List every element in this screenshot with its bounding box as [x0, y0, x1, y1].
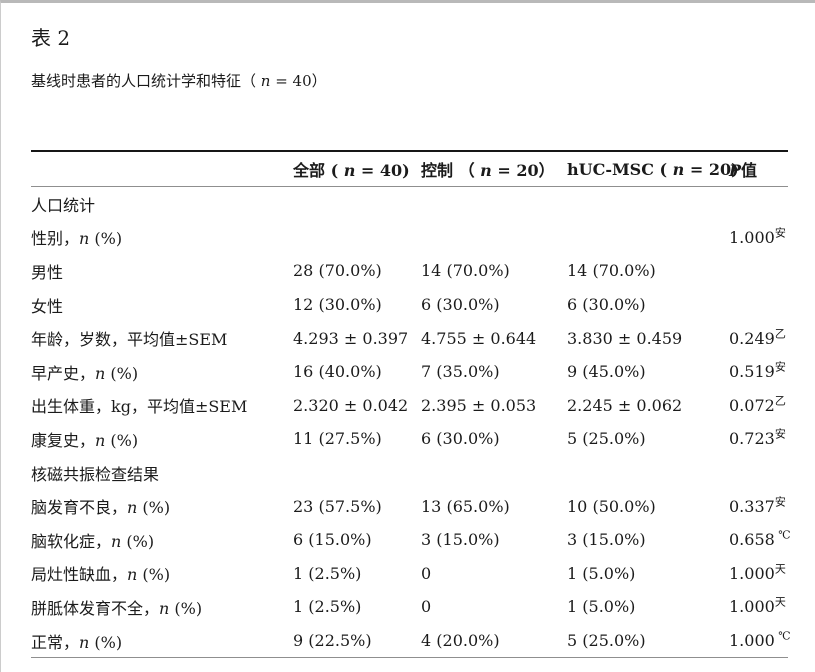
cell-pvalue: 1.000天: [729, 562, 786, 583]
cell-hucmsc: 5 (25.0%): [567, 623, 729, 659]
table-row: 脑发育不良，n (%) 23 (57.5%) 13 (65.0%) 10 (50.0%…: [31, 489, 788, 523]
row-label: 出生体重，kg，平均值±SEM: [31, 397, 248, 417]
row-label-spanning: 性别，n (%): [31, 229, 123, 249]
table-caption: 基线时患者的人口统计学和特征（ n = 40）: [31, 72, 327, 90]
cell-control: 4 (20.0%): [421, 623, 567, 659]
cell-control: 0: [421, 597, 432, 617]
pvalue-superscript: ℃: [774, 528, 791, 542]
cell-hucmsc: 14 (70.0%): [567, 261, 656, 281]
column-header-1: 全部 ( n = 40): [293, 150, 421, 187]
section-header: 核磁共振检查结果: [31, 464, 160, 484]
row-label: 年龄，岁数，平均值±SEM: [31, 330, 228, 350]
pvalue-superscript: 安: [774, 226, 786, 240]
cell-hucmsc: 1 (5.0%): [567, 597, 636, 617]
table-row: 女性 12 (30.0%) 6 (30.0%) 6 (30.0%): [31, 288, 788, 322]
cell-control: 6 (30.0%): [421, 295, 500, 315]
row-label: 脑发育不良，n (%): [31, 498, 171, 518]
pvalue-superscript: 安: [774, 360, 786, 374]
pvalue-superscript: 乙: [774, 327, 786, 341]
table-row: 正常，n (%) 9 (22.5%) 4 (20.0%) 5 (25.0%) 1.000…: [31, 623, 791, 659]
cell-hucmsc: 3.830 ± 0.459: [567, 328, 683, 348]
table-row: 年龄，岁数，平均值±SEM 4.293 ± 0.397 4.755 ± 0.644 3…: [31, 321, 788, 355]
cell-hucmsc: 2.245 ± 0.062: [567, 395, 683, 415]
cell-pvalue: 0.337安: [729, 495, 786, 516]
table-row: 人口统计: [31, 187, 788, 221]
pvalue-superscript: 天: [774, 562, 786, 576]
pvalue-superscript: 安: [774, 495, 786, 509]
row-label: 康复史，n (%): [31, 430, 139, 450]
cell-all: 12 (30.0%): [293, 295, 382, 315]
table-row: 出生体重，kg，平均值±SEM 2.320 ± 0.042 2.395 ± 0.05…: [31, 389, 788, 423]
cell-pvalue: 0.723安: [729, 428, 786, 449]
cell-hucmsc: 3 (15.0%): [567, 530, 646, 550]
cell-control: 3 (15.0%): [421, 530, 500, 550]
table-body: 人口统计性别，n (%) 1.000安男性 28 (70.0%) 14 (70.0%)…: [31, 187, 791, 659]
cell-all: 1 (2.5%): [293, 563, 362, 583]
table-row: 早产史，n (%) 16 (40.0%) 7 (35.0%) 9 (45.0%) 0.5…: [31, 355, 788, 389]
cell-hucmsc: 10 (50.0%): [567, 496, 656, 516]
table-row: 核磁共振检查结果: [31, 456, 788, 490]
row-label: 脑软化症，n (%): [31, 531, 155, 551]
cell-control: 2.395 ± 0.053: [421, 395, 537, 415]
header-row: 全部 ( n = 40) 控制 （ n = 20） hUC-MSC ( n = 20…: [31, 150, 788, 187]
cell-all: 23 (57.5%): [293, 496, 382, 516]
column-header-2: 控制 （ n = 20）: [421, 150, 567, 187]
row-label: 胼胝体发育不全，n (%): [31, 598, 203, 618]
cell-all: 16 (40.0%): [293, 362, 382, 382]
cell-pvalue: 0.249乙: [729, 327, 786, 348]
table-row: 康复史，n (%) 11 (27.5%) 6 (30.0%) 5 (25.0%) 0.7…: [31, 422, 788, 456]
column-header-4: P值: [729, 150, 788, 187]
row-label: 正常，n (%): [31, 623, 293, 659]
cell-hucmsc: 9 (45.0%): [567, 362, 646, 382]
row-label: 女性: [31, 296, 64, 316]
column-header-0: [31, 150, 293, 187]
pvalue-superscript: ℃: [774, 629, 791, 643]
cell-control: 14 (70.0%): [421, 261, 510, 281]
cell-pvalue: 1.000安: [729, 226, 786, 247]
row-label: 早产史，n (%): [31, 363, 139, 383]
cell-hucmsc: 1 (5.0%): [567, 563, 636, 583]
cell-all: 28 (70.0%): [293, 261, 382, 281]
cell-all: 6 (15.0%): [293, 530, 372, 550]
table-row: 男性 28 (70.0%) 14 (70.0%) 14 (70.0%): [31, 254, 788, 288]
baseline-characteristics-table: 全部 ( n = 40) 控制 （ n = 20） hUC-MSC ( n = 20…: [31, 150, 791, 659]
cell-all: 4.293 ± 0.397: [293, 328, 409, 348]
cell-all: 9 (22.5%): [293, 623, 421, 659]
table-header: 全部 ( n = 40) 控制 （ n = 20） hUC-MSC ( n = 20…: [31, 150, 788, 187]
pvalue-superscript: 安: [774, 428, 786, 442]
cell-hucmsc: 5 (25.0%): [567, 429, 646, 449]
column-header-3: hUC-MSC ( n = 20): [567, 150, 739, 187]
cell-pvalue: 0.658 ℃: [729, 528, 791, 550]
cell-control: 13 (65.0%): [421, 496, 510, 516]
section-header-centered: 人口统计: [31, 195, 96, 215]
cell-control: 0: [421, 563, 432, 583]
table-row: 胼胝体发育不全，n (%) 1 (2.5%) 0 1 (5.0%) 1.000天: [31, 590, 788, 624]
cell-pvalue: [729, 288, 788, 322]
table-row: 性别，n (%) 1.000安: [31, 221, 788, 255]
cell-pvalue: 0.072乙: [729, 394, 786, 415]
cell-control: 6 (30.0%): [421, 429, 500, 449]
table-row: 局灶性缺血，n (%) 1 (2.5%) 0 1 (5.0%) 1.000天: [31, 557, 788, 591]
table-label: 表 2: [31, 26, 71, 50]
row-label: 男性: [31, 262, 64, 282]
cell-all: 11 (27.5%): [293, 429, 382, 449]
cell-control: 7 (35.0%): [421, 362, 500, 382]
pvalue-superscript: 天: [774, 596, 786, 610]
cell-hucmsc: 6 (30.0%): [567, 295, 646, 315]
cell-pvalue: 1.000天: [729, 596, 786, 617]
cell-pvalue: 0.519安: [729, 360, 786, 382]
cell-all: 2.320 ± 0.042: [293, 395, 409, 415]
cell-all: 1 (2.5%): [293, 597, 362, 617]
table-row: 脑软化症，n (%) 6 (15.0%) 3 (15.0%) 3 (15.0%) 0.6…: [31, 523, 791, 557]
cell-pvalue: 1.000 ℃: [729, 623, 791, 659]
cell-control: 4.755 ± 0.644: [421, 328, 537, 348]
pvalue-superscript: 乙: [774, 394, 786, 408]
cell-pvalue: [729, 254, 788, 288]
row-label: 局灶性缺血，n (%): [31, 565, 171, 585]
